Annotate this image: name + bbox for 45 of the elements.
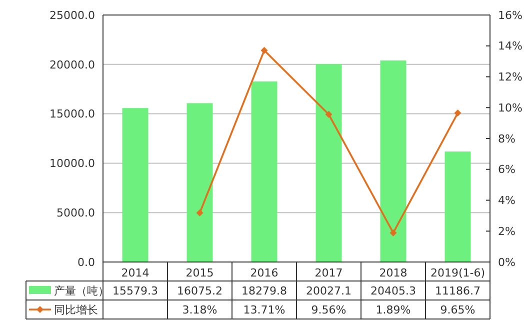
y2-tick-label: 10% bbox=[498, 101, 522, 114]
x-tick-label: 2016 bbox=[250, 266, 278, 280]
y-tick-label: 0.0 bbox=[78, 256, 95, 269]
y-tick-label: 5000.0 bbox=[56, 206, 95, 220]
y2-tick-label: 0% bbox=[498, 256, 516, 269]
bar bbox=[316, 64, 342, 262]
x-tick-label: 2015 bbox=[186, 266, 214, 280]
bar bbox=[444, 151, 471, 262]
y-tick-label: 10000.0 bbox=[50, 157, 95, 170]
x-tick-label: 2019(1-6) bbox=[430, 266, 486, 280]
y2-tick-label: 8% bbox=[498, 132, 516, 146]
y2-tick-label: 6% bbox=[498, 163, 516, 176]
bar bbox=[380, 60, 406, 262]
data-label: 9.56% bbox=[311, 303, 346, 316]
legend-label: 产量（吨） bbox=[54, 284, 109, 298]
point bbox=[325, 110, 332, 118]
data-label: 9.65% bbox=[440, 303, 476, 316]
bar bbox=[251, 81, 278, 262]
data-label: 20027.1 bbox=[306, 284, 352, 298]
y-tick-label: 25000.0 bbox=[50, 8, 95, 22]
data-label: 1.89% bbox=[376, 303, 411, 316]
data-label: 3.18% bbox=[182, 303, 218, 316]
bar bbox=[122, 108, 148, 262]
legend-label: 同比增长 bbox=[54, 303, 98, 316]
data-label: 20405.3 bbox=[370, 284, 416, 298]
data-label: 13.71% bbox=[243, 303, 286, 316]
data-label: 16075.2 bbox=[177, 284, 222, 298]
point bbox=[390, 229, 397, 236]
x-tick-label: 2014 bbox=[121, 266, 150, 280]
bar bbox=[186, 103, 213, 262]
data-label: 15579.3 bbox=[112, 284, 158, 298]
data-label: 11186.7 bbox=[435, 284, 480, 298]
y2-tick-label: 2% bbox=[498, 224, 516, 238]
point bbox=[196, 209, 204, 216]
y2-tick-label: 4% bbox=[498, 194, 516, 208]
y2-tick-label: 16% bbox=[498, 8, 522, 22]
y2-tick-label: 14% bbox=[498, 40, 522, 53]
x-tick-label: 2018 bbox=[379, 266, 408, 280]
y-tick-label: 15000.0 bbox=[50, 108, 95, 121]
x-tick-label: 2017 bbox=[314, 266, 343, 280]
point bbox=[454, 110, 462, 117]
data-label: 18279.8 bbox=[242, 284, 287, 298]
point bbox=[260, 46, 268, 54]
y2-tick-label: 12% bbox=[498, 70, 522, 84]
y-tick-label: 20000.0 bbox=[50, 58, 95, 72]
